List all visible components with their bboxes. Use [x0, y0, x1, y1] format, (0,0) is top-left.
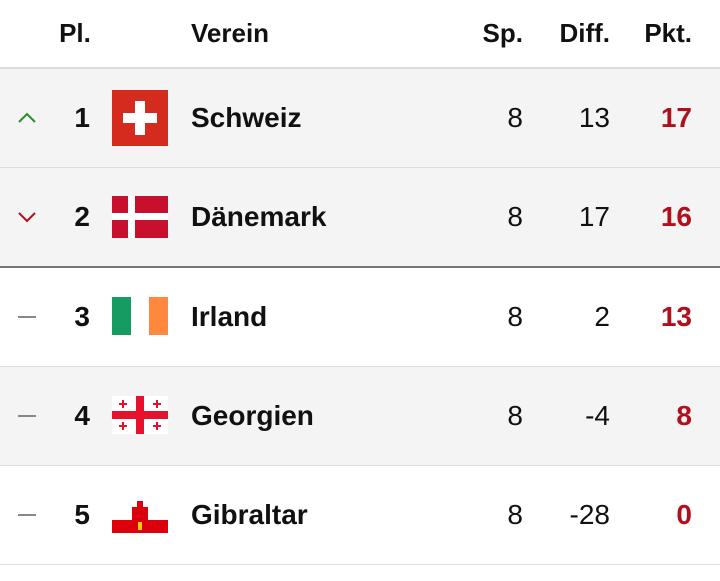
flag — [112, 396, 168, 434]
team-name: Schweiz — [191, 102, 302, 133]
played: 8 — [507, 201, 523, 232]
header-cell: Pkt. — [644, 18, 692, 48]
rank: 2 — [74, 201, 90, 232]
played: 8 — [507, 499, 523, 530]
trend-same-icon — [18, 514, 36, 516]
trend-down-icon — [18, 212, 36, 223]
rank: 4 — [74, 400, 90, 431]
goal-diff: 13 — [578, 102, 610, 133]
rank: 3 — [74, 301, 90, 332]
trend-same-icon — [18, 415, 36, 417]
team-name: Georgien — [191, 400, 314, 431]
flag — [112, 495, 168, 533]
team-name: Irland — [191, 301, 268, 332]
goal-diff: -28 — [569, 499, 610, 530]
played: 8 — [507, 400, 523, 431]
table-row: 4 Georgien 8 -4 8 — [0, 367, 720, 466]
goal-diff: -4 — [585, 400, 610, 431]
table-row: 2 Dänemark 8 17 16 — [0, 168, 720, 268]
header-cell: Sp. — [482, 18, 523, 48]
points: 17 — [660, 102, 692, 133]
points: 16 — [660, 201, 692, 232]
table-row: 1 Schweiz 8 13 17 — [0, 69, 720, 168]
team-name: Dänemark — [191, 201, 327, 232]
rank: 1 — [74, 102, 90, 133]
flag — [112, 196, 168, 238]
header-row: Pl. Verein Sp. Diff. Pkt. — [0, 0, 720, 69]
header-cell: Pl. — [59, 18, 91, 48]
goal-diff: 2 — [594, 301, 610, 332]
table-row: 3 Irland 8 2 13 — [0, 268, 720, 367]
team-name: Gibraltar — [191, 499, 308, 530]
trend-up-icon — [18, 112, 36, 123]
points: 8 — [676, 400, 692, 431]
header-cell: Verein — [191, 18, 270, 48]
goal-diff: 17 — [578, 201, 610, 232]
table-row: 5 Gibraltar 8 -28 0 — [0, 466, 720, 565]
rank: 5 — [74, 499, 90, 530]
played: 8 — [507, 301, 523, 332]
points: 13 — [660, 301, 692, 332]
header-cell: Diff. — [559, 18, 610, 48]
trend-same-icon — [18, 316, 36, 318]
points: 0 — [676, 499, 692, 530]
played: 8 — [507, 102, 523, 133]
flag — [112, 297, 168, 335]
flag — [112, 90, 168, 146]
